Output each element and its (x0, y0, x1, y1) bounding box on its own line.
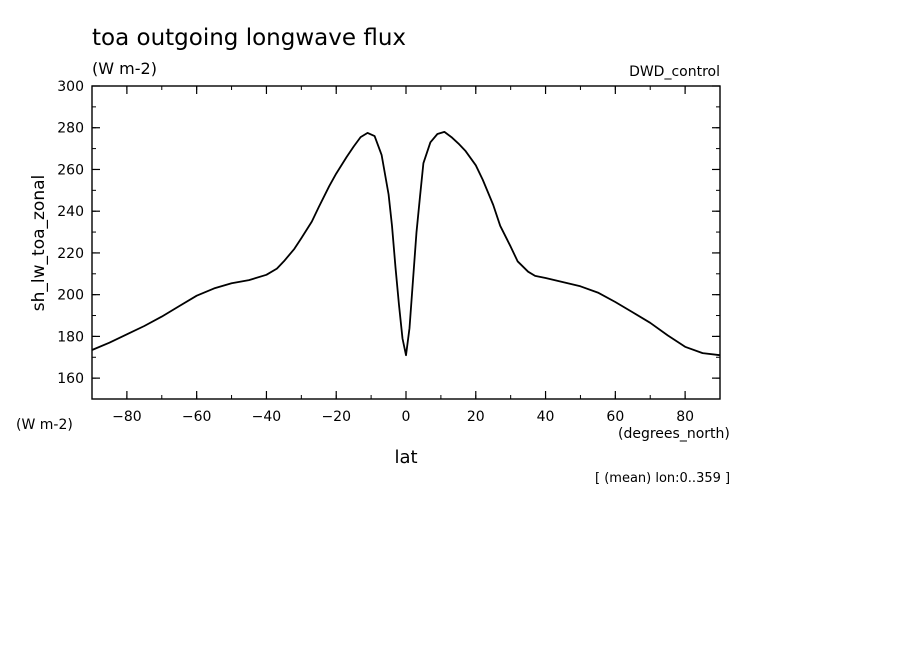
x-tick-label: 0 (402, 409, 411, 425)
chart-units-label: (W m-2) (92, 59, 157, 78)
x-tick-label: 60 (606, 409, 624, 425)
series-layer (91, 130, 721, 357)
series-line (91, 130, 721, 357)
x-tick-label: 20 (467, 409, 485, 425)
y-tick-label: 220 (57, 246, 84, 262)
y-tick-label: 260 (57, 162, 84, 178)
dataset-label: DWD_control (629, 64, 720, 80)
y-tick-label: 280 (57, 121, 84, 137)
x-tick-label: 80 (676, 409, 694, 425)
y-tick-label: 180 (57, 329, 84, 345)
y-tick-label: 300 (57, 79, 84, 95)
x-tick-label: 40 (537, 409, 555, 425)
y-axis-label: sh_lw_toa_zonal (29, 175, 49, 311)
y-axis: 160 180 200 220 240 260 280 300 (57, 79, 720, 400)
x-tick-label: −60 (182, 409, 212, 425)
chart-title: toa outgoing longwave flux (92, 25, 406, 51)
x-axis-units: (degrees_north) (618, 426, 730, 442)
x-axis: −80 −60 −40 −20 0 20 40 60 80 (91, 86, 721, 425)
y-tick-label: 240 (57, 204, 84, 220)
x-tick-label: −20 (321, 409, 351, 425)
y-tick-label: 160 (57, 371, 84, 387)
x-tick-label: −40 (252, 409, 282, 425)
footnote: [ (mean) lon:0..359 ] (595, 471, 730, 486)
y-tick-label: 200 (57, 288, 84, 304)
x-tick-label: −80 (112, 409, 142, 425)
x-axis-label: lat (394, 447, 417, 468)
y-axis-units: (W m-2) (16, 417, 73, 433)
